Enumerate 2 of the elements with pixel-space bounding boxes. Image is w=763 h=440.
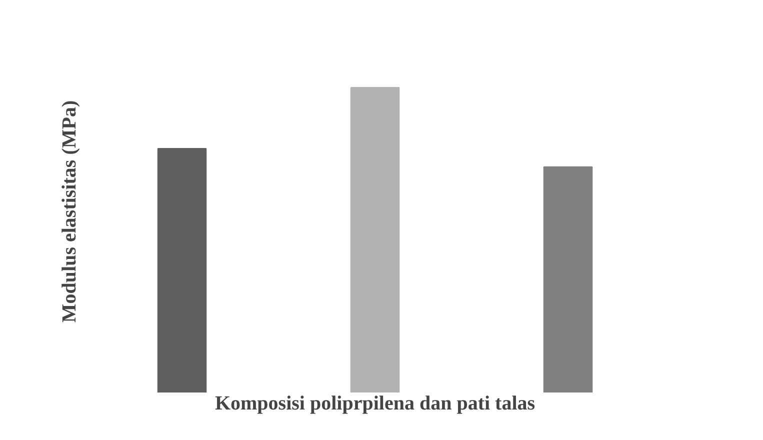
y-axis-title: Modulus elastisitas (MPa) — [58, 100, 80, 323]
x-axis-title: Komposisi poliprpilena dan pati talas — [214, 392, 536, 414]
